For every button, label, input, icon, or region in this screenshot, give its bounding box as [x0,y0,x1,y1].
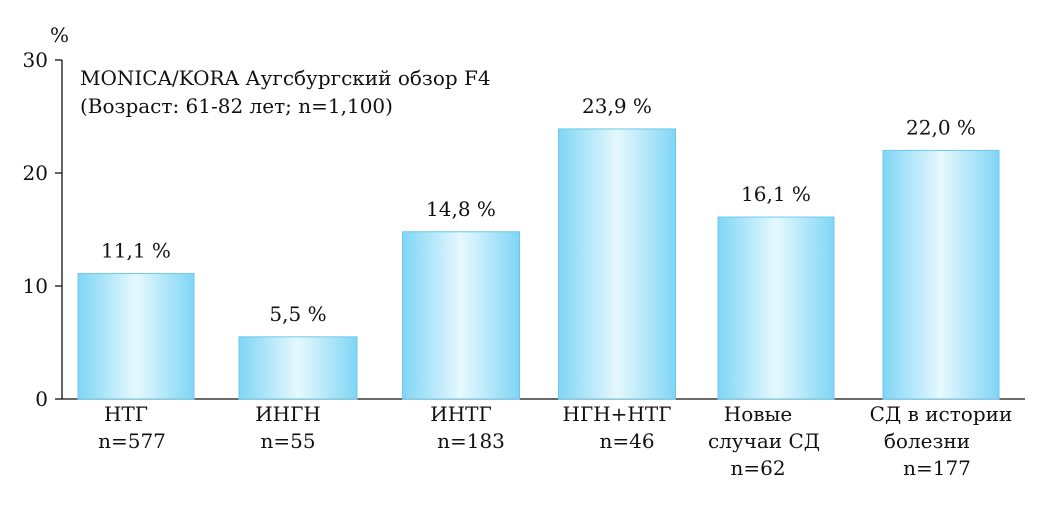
y-tick-label: 0 [35,387,48,411]
y-tick-label: 20 [23,161,48,185]
category-label: n=46 [599,429,654,453]
category-label: СД в истории [870,402,1013,426]
annotation-line-1: MONICA/KORA Аугсбургский обзор F4 [80,66,491,90]
bar [882,149,1000,400]
bar [77,273,195,400]
category-label: ИНТГ [430,402,491,426]
annotation-line-2: (Возраст: 61-82 лет; n=1,100) [80,94,393,118]
category-label: n=62 [730,456,785,480]
bar-value-label: 22,0 % [906,115,976,139]
bar [558,128,676,400]
y-tick-label: 30 [23,48,48,72]
category-label: n=55 [260,429,315,453]
bar-value-label: 11,1 % [101,239,171,263]
category-label: Новые [724,402,793,426]
bar-value-label: 14,8 % [426,197,496,221]
category-label: ИНГН [255,402,321,426]
category-label: n=577 [98,429,166,453]
labels-group: 11,1 % НТГ n=577 5,5 % ИНГН n=55 14,8 % ИНТГ n=1… [98,94,1012,480]
y-axis-unit: % [50,23,69,47]
category-label: НТГ [104,402,148,426]
bar [402,231,520,400]
category-label: случаи СД [708,429,820,453]
bar [717,216,835,400]
bars-group [77,128,1000,400]
bar [238,336,358,400]
category-label: n=183 [437,429,505,453]
bar-value-label: 23,9 % [582,94,652,118]
category-label: НГН+НТГ [563,402,672,426]
y-tick-label: 10 [23,274,48,298]
bar-value-label: 16,1 % [741,182,811,206]
bar-value-label: 5,5 % [269,302,326,326]
category-label: n=177 [903,456,971,480]
category-label: болезни [884,429,970,453]
y-axis-ticks: 0 10 20 30 [23,48,62,411]
